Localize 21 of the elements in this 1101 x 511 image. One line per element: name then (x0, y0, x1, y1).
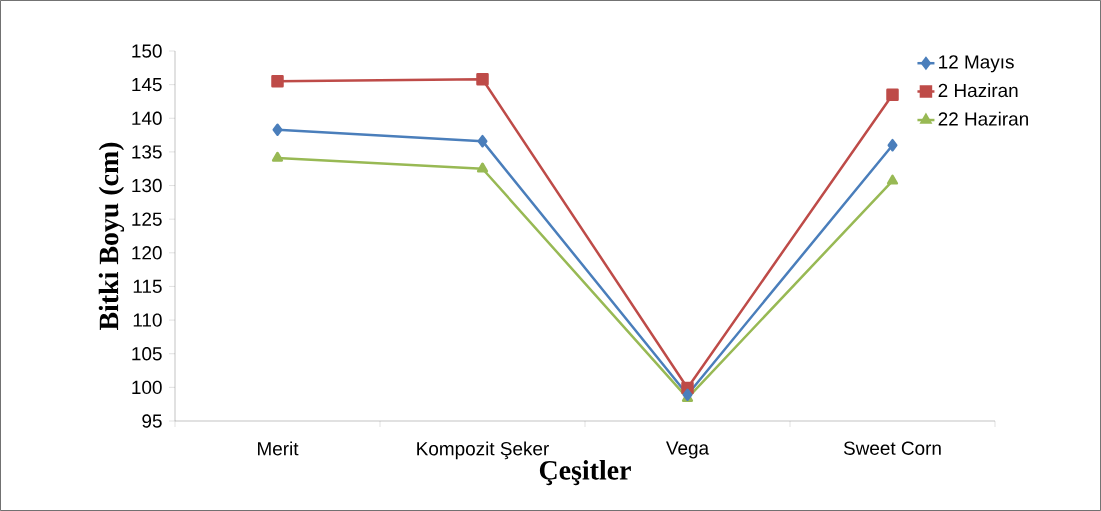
x-tick-label: Vega (666, 441, 710, 459)
x-tick-label: Kompozit Şeker (417, 441, 549, 460)
y-tick-label: 100 (132, 380, 162, 395)
legend-label: 2 Haziran (938, 83, 1018, 98)
y-tick-label: 125 (132, 212, 162, 226)
y-tick-label: 150 (132, 44, 162, 58)
y-tick-label: 120 (132, 246, 162, 260)
y-tick-label: 140 (132, 111, 162, 125)
legend-label: 12 Mayıs (939, 55, 1014, 73)
x-axis-title: Çeşitler (539, 460, 631, 486)
y-tick-label: 145 (132, 78, 162, 92)
y-axis-title: Bitki Boyu (cm) (98, 142, 125, 331)
y-tick-label: 130 (132, 178, 162, 193)
y-tick-label: 110 (133, 313, 162, 327)
y-tick-label: 115 (133, 279, 162, 294)
y-tick-label: 135 (132, 145, 162, 159)
y-tick-label: 105 (132, 347, 162, 361)
x-tick-label: Merit (258, 441, 299, 456)
x-tick-label: Sweet Corn (843, 441, 941, 455)
legend-label: 22 Haziran (938, 111, 1028, 126)
y-tick-label: 95 (142, 414, 162, 428)
